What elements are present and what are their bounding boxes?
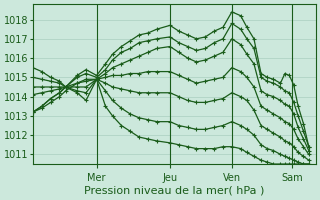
X-axis label: Pression niveau de la mer( hPa ): Pression niveau de la mer( hPa ) (84, 186, 265, 196)
